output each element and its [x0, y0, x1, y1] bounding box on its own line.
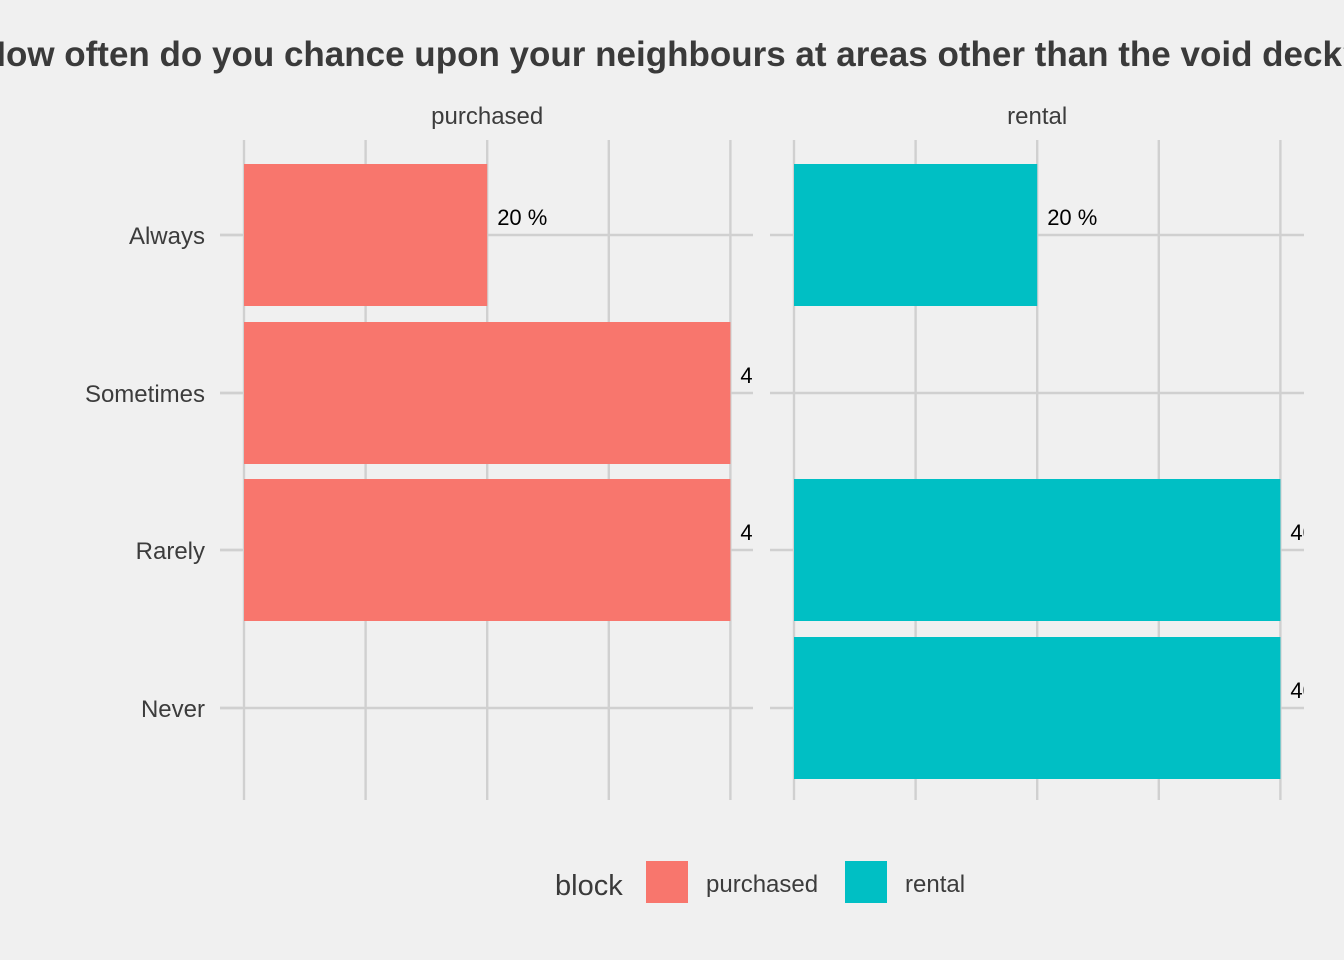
facet-panel-rental: rental 20 % 40 % 40 %: [770, 103, 1340, 800]
data-label: 40 %: [740, 363, 790, 388]
y-tick-label: Sometimes: [85, 381, 205, 408]
y-tick-label: Always: [129, 223, 205, 250]
y-tick-label: Never: [141, 696, 205, 723]
y-tick-label: Rarely: [136, 538, 205, 565]
data-label: 20 %: [497, 205, 547, 230]
bar-purchased-rarely: [244, 479, 731, 621]
facet-strip-label: rental: [1007, 103, 1067, 130]
legend-key-rental: [845, 861, 887, 903]
bar-rental-rarely: [794, 479, 1281, 621]
facet-strip-label: purchased: [431, 103, 543, 130]
bar-rental-always: [794, 164, 1038, 306]
legend-key-purchased: [646, 861, 688, 903]
facets-layer: purchased 20 % 40 % 40 % rental 20 % 40 % 40 %: [220, 103, 1340, 800]
legend-label-rental: rental: [905, 871, 965, 898]
bar-rental-never: [794, 637, 1281, 779]
facet-panel-purchased: purchased 20 % 40 % 40 %: [220, 103, 790, 800]
legend-title: block: [555, 870, 623, 902]
bars-rental: 20 % 40 % 40 %: [794, 164, 1340, 779]
chart-title: How often do you chance upon your neighb…: [0, 35, 1344, 74]
bar-purchased-sometimes: [244, 322, 731, 464]
data-label: 20 %: [1047, 205, 1097, 230]
data-label: 40 %: [740, 520, 790, 545]
legend-label-purchased: purchased: [706, 871, 818, 898]
data-label: 40 %: [1290, 678, 1340, 703]
bars-purchased: 20 % 40 % 40 %: [244, 164, 790, 621]
y-axis: Always Sometimes Rarely Never: [85, 223, 242, 723]
data-label: 40 %: [1290, 520, 1340, 545]
bar-purchased-always: [244, 164, 488, 306]
legend: block purchased rental: [555, 861, 965, 903]
